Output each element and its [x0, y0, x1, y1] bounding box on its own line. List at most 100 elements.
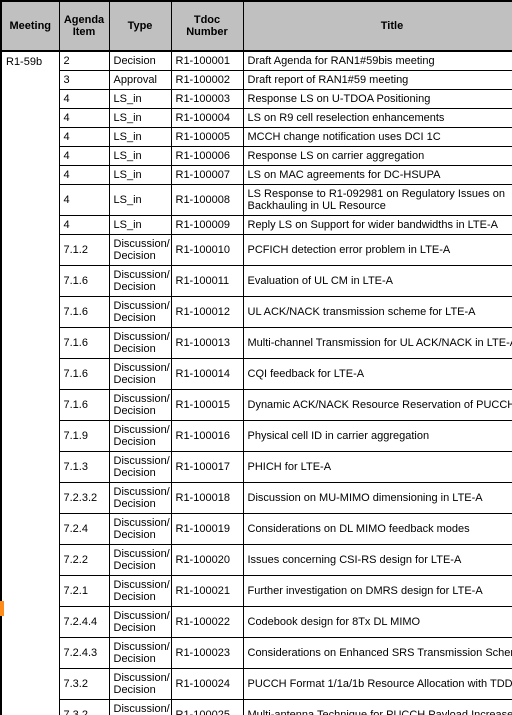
- row-marker: [0, 601, 4, 616]
- agenda-cell: 4: [59, 90, 109, 109]
- col-header-agenda[interactable]: Agenda Item: [59, 1, 109, 51]
- agenda-cell: 7.2.4.4: [59, 607, 109, 638]
- tdoc-cell: R1-100013: [171, 328, 243, 359]
- table-row[interactable]: 7.3.2Discussion/ DecisionR1-100024PUCCH …: [1, 669, 512, 700]
- tdoc-cell: R1-100001: [171, 51, 243, 71]
- table-row[interactable]: 7.2.4Discussion/ DecisionR1-100019Consid…: [1, 514, 512, 545]
- col-header-title[interactable]: Title: [243, 1, 512, 51]
- table-row[interactable]: 7.1.6Discussion/ DecisionR1-100015Dynami…: [1, 390, 512, 421]
- title-cell: LS on MAC agreements for DC-HSUPA: [243, 166, 512, 185]
- agenda-cell: 2: [59, 51, 109, 71]
- header-row: Meeting Agenda Item Type Tdoc Number Tit…: [1, 1, 512, 51]
- table-row[interactable]: R1-59b2DecisionR1-100001Draft Agenda for…: [1, 51, 512, 71]
- table-row[interactable]: 4LS_inR1-100005MCCH change notification …: [1, 128, 512, 147]
- type-cell: Discussion/ Decision: [109, 359, 171, 390]
- tdoc-cell: R1-100014: [171, 359, 243, 390]
- table-row[interactable]: 7.1.6Discussion/ DecisionR1-100012UL ACK…: [1, 297, 512, 328]
- title-cell: Physical cell ID in carrier aggregation: [243, 421, 512, 452]
- tdoc-cell: R1-100019: [171, 514, 243, 545]
- col-header-meeting[interactable]: Meeting: [1, 1, 59, 51]
- agenda-cell: 4: [59, 109, 109, 128]
- agenda-cell: 7.1.6: [59, 297, 109, 328]
- title-cell: Codebook design for 8Tx DL MIMO: [243, 607, 512, 638]
- title-cell: Considerations on DL MIMO feedback modes: [243, 514, 512, 545]
- title-cell: Further investigation on DMRS design for…: [243, 576, 512, 607]
- table-row[interactable]: 4LS_inR1-100006Response LS on carrier ag…: [1, 147, 512, 166]
- title-cell: Dynamic ACK/NACK Resource Reservation of…: [243, 390, 512, 421]
- tdoc-table: Meeting Agenda Item Type Tdoc Number Tit…: [0, 0, 512, 715]
- table-row[interactable]: 4LS_inR1-100007LS on MAC agreements for …: [1, 166, 512, 185]
- agenda-cell: 4: [59, 147, 109, 166]
- title-cell: PUCCH Format 1/1a/1b Resource Allocation…: [243, 669, 512, 700]
- tdoc-cell: R1-100005: [171, 128, 243, 147]
- table-row[interactable]: 7.2.1Discussion/ DecisionR1-100021Furthe…: [1, 576, 512, 607]
- type-cell: Discussion/ Decision: [109, 700, 171, 715]
- tdoc-cell: R1-100004: [171, 109, 243, 128]
- agenda-cell: 7.3.2: [59, 669, 109, 700]
- type-cell: Discussion/ Decision: [109, 390, 171, 421]
- table-row[interactable]: 3ApprovalR1-100002Draft report of RAN1#5…: [1, 71, 512, 90]
- type-cell: LS_in: [109, 109, 171, 128]
- table-row[interactable]: 7.2.4.3Discussion/ DecisionR1-100023Cons…: [1, 638, 512, 669]
- type-cell: Discussion/ Decision: [109, 483, 171, 514]
- tdoc-cell: R1-100006: [171, 147, 243, 166]
- type-cell: Approval: [109, 71, 171, 90]
- table-row[interactable]: 7.1.6Discussion/ DecisionR1-100014CQI fe…: [1, 359, 512, 390]
- title-cell: CQI feedback for LTE-A: [243, 359, 512, 390]
- type-cell: Decision: [109, 51, 171, 71]
- table-viewport: Meeting Agenda Item Type Tdoc Number Tit…: [0, 0, 512, 715]
- title-cell: Discussion on MU-MIMO dimensioning in LT…: [243, 483, 512, 514]
- title-cell: Response LS on carrier aggregation: [243, 147, 512, 166]
- col-header-type[interactable]: Type: [109, 1, 171, 51]
- type-cell: Discussion/ Decision: [109, 669, 171, 700]
- type-cell: Discussion/ Decision: [109, 607, 171, 638]
- agenda-cell: 7.1.6: [59, 328, 109, 359]
- type-cell: Discussion/ Decision: [109, 514, 171, 545]
- table-row[interactable]: 7.1.6Discussion/ DecisionR1-100011Evalua…: [1, 266, 512, 297]
- type-cell: Discussion/ Decision: [109, 328, 171, 359]
- col-header-tdoc[interactable]: Tdoc Number: [171, 1, 243, 51]
- type-cell: Discussion/ Decision: [109, 545, 171, 576]
- tdoc-cell: R1-100011: [171, 266, 243, 297]
- table-row[interactable]: 4LS_inR1-100009Reply LS on Support for w…: [1, 216, 512, 235]
- table-row[interactable]: 7.3.2Discussion/ DecisionR1-100025Multi-…: [1, 700, 512, 715]
- agenda-cell: 7.1.3: [59, 452, 109, 483]
- type-cell: LS_in: [109, 128, 171, 147]
- agenda-cell: 7.2.4.3: [59, 638, 109, 669]
- table-row[interactable]: 7.1.3Discussion/ DecisionR1-100017PHICH …: [1, 452, 512, 483]
- tdoc-cell: R1-100009: [171, 216, 243, 235]
- tdoc-cell: R1-100003: [171, 90, 243, 109]
- title-cell: UL ACK/NACK transmission scheme for LTE-…: [243, 297, 512, 328]
- agenda-cell: 7.2.3.2: [59, 483, 109, 514]
- table-row[interactable]: 7.1.6Discussion/ DecisionR1-100013Multi-…: [1, 328, 512, 359]
- title-cell: Draft Agenda for RAN1#59bis meeting: [243, 51, 512, 71]
- table-row[interactable]: 4LS_inR1-100003Response LS on U-TDOA Pos…: [1, 90, 512, 109]
- title-cell: Multi-antenna Technique for PUCCH Payloa…: [243, 700, 512, 715]
- title-cell: Draft report of RAN1#59 meeting: [243, 71, 512, 90]
- table-row[interactable]: 4LS_inR1-100004LS on R9 cell reselection…: [1, 109, 512, 128]
- table-row[interactable]: 7.1.9Discussion/ DecisionR1-100016Physic…: [1, 421, 512, 452]
- agenda-cell: 7.2.4: [59, 514, 109, 545]
- tdoc-cell: R1-100002: [171, 71, 243, 90]
- table-row[interactable]: 7.2.2Discussion/ DecisionR1-100020Issues…: [1, 545, 512, 576]
- type-cell: LS_in: [109, 185, 171, 216]
- table-row[interactable]: 7.1.2Discussion/ DecisionR1-100010PCFICH…: [1, 235, 512, 266]
- title-cell: Reply LS on Support for wider bandwidths…: [243, 216, 512, 235]
- agenda-cell: 7.2.1: [59, 576, 109, 607]
- tdoc-cell: R1-100025: [171, 700, 243, 715]
- title-cell: Considerations on Enhanced SRS Transmiss…: [243, 638, 512, 669]
- tdoc-cell: R1-100020: [171, 545, 243, 576]
- tdoc-cell: R1-100024: [171, 669, 243, 700]
- table-row[interactable]: 7.2.3.2Discussion/ DecisionR1-100018Disc…: [1, 483, 512, 514]
- agenda-cell: 7.3.2: [59, 700, 109, 715]
- agenda-cell: 7.1.2: [59, 235, 109, 266]
- agenda-cell: 7.1.9: [59, 421, 109, 452]
- table-row[interactable]: 7.2.4.4Discussion/ DecisionR1-100022Code…: [1, 607, 512, 638]
- tdoc-cell: R1-100023: [171, 638, 243, 669]
- title-cell: Evaluation of UL CM in LTE-A: [243, 266, 512, 297]
- agenda-cell: 7.1.6: [59, 266, 109, 297]
- tdoc-cell: R1-100021: [171, 576, 243, 607]
- type-cell: Discussion/ Decision: [109, 452, 171, 483]
- tdoc-cell: R1-100010: [171, 235, 243, 266]
- table-row[interactable]: 4LS_inR1-100008LS Response to R1-092981 …: [1, 185, 512, 216]
